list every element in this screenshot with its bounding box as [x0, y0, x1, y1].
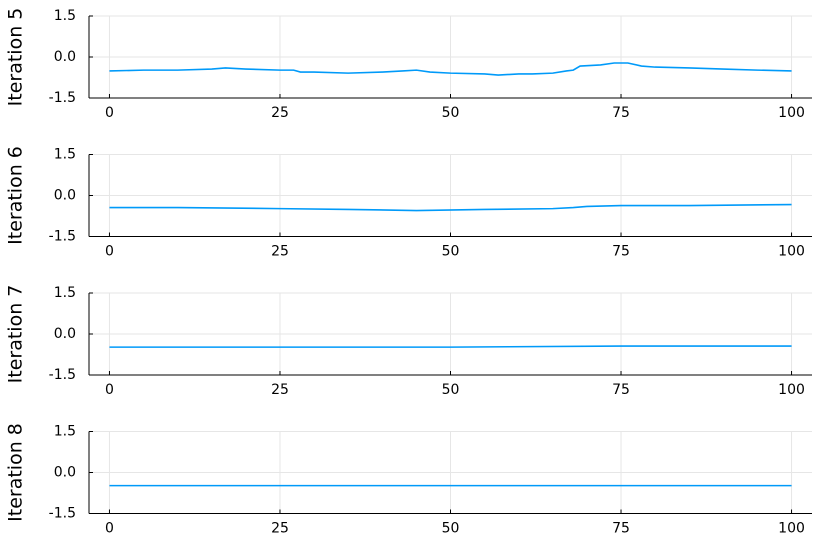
- x-tick-label: 75: [612, 382, 630, 398]
- x-tick-label: 25: [271, 244, 289, 260]
- x-tick-label: 0: [105, 244, 114, 260]
- x-tick-label: 50: [442, 105, 460, 121]
- y-tick-label: -1.5: [49, 229, 76, 245]
- y-tick-label: 0.0: [54, 49, 76, 65]
- x-tick-label: 0: [105, 382, 114, 398]
- y-axis-label: Iteration 5: [5, 8, 27, 107]
- y-tick-label: 0.0: [54, 188, 76, 204]
- x-tick-label: 25: [271, 382, 289, 398]
- x-tick-label: 50: [442, 382, 460, 398]
- y-tick-label: -1.5: [49, 367, 76, 383]
- y-tick-label: 1.5: [54, 8, 76, 24]
- y-axis-label: Iteration 8: [5, 423, 27, 522]
- line: [109, 62, 792, 76]
- x-tick-label: 75: [612, 244, 630, 260]
- x-tick-label: 25: [271, 105, 289, 121]
- y-tick-label: -1.5: [49, 506, 76, 522]
- y-tick-label: -1.5: [49, 90, 76, 106]
- y-tick-label: 1.5: [54, 147, 76, 163]
- x-tick-label: 100: [778, 244, 805, 260]
- line: [109, 345, 792, 348]
- x-tick-label: 25: [271, 521, 289, 537]
- y-tick-label: 1.5: [54, 285, 76, 301]
- x-tick-label: 100: [778, 382, 805, 398]
- x-tick-label: 0: [105, 105, 114, 121]
- y-axis-label: Iteration 7: [5, 285, 27, 384]
- line: [109, 203, 792, 212]
- y-axis-label: Iteration 6: [5, 146, 27, 245]
- x-tick-label: 75: [612, 521, 630, 537]
- x-tick-label: 50: [442, 244, 460, 260]
- x-tick-label: 100: [778, 105, 805, 121]
- x-tick-label: 75: [612, 105, 630, 121]
- y-tick-label: 1.5: [54, 424, 76, 440]
- y-tick-label: 0.0: [54, 326, 76, 342]
- x-tick-label: 50: [442, 521, 460, 537]
- x-tick-label: 100: [778, 521, 805, 537]
- x-tick-label: 0: [105, 521, 114, 537]
- y-tick-label: 0.0: [54, 465, 76, 481]
